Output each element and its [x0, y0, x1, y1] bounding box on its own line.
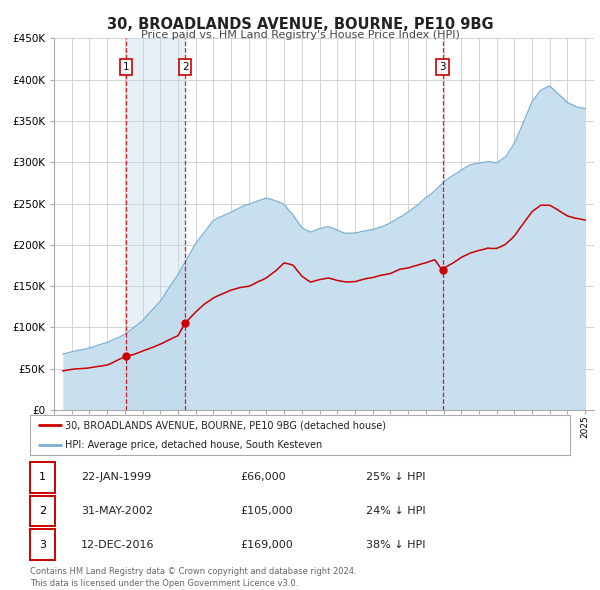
Text: Contains HM Land Registry data © Crown copyright and database right 2024.
This d: Contains HM Land Registry data © Crown c… [30, 567, 356, 588]
Text: 24% ↓ HPI: 24% ↓ HPI [366, 506, 425, 516]
Text: 25% ↓ HPI: 25% ↓ HPI [366, 473, 425, 482]
Text: 31-MAY-2002: 31-MAY-2002 [81, 506, 153, 516]
Text: 30, BROADLANDS AVENUE, BOURNE, PE10 9BG (detached house): 30, BROADLANDS AVENUE, BOURNE, PE10 9BG … [65, 421, 386, 430]
Text: 2: 2 [39, 506, 46, 516]
Text: Price paid vs. HM Land Registry's House Price Index (HPI): Price paid vs. HM Land Registry's House … [140, 30, 460, 40]
Text: 38% ↓ HPI: 38% ↓ HPI [366, 540, 425, 549]
Text: 3: 3 [439, 63, 446, 72]
Text: £105,000: £105,000 [240, 506, 293, 516]
Text: 2: 2 [182, 63, 188, 72]
Text: 12-DEC-2016: 12-DEC-2016 [81, 540, 155, 549]
Text: 30, BROADLANDS AVENUE, BOURNE, PE10 9BG: 30, BROADLANDS AVENUE, BOURNE, PE10 9BG [107, 17, 493, 31]
Text: 22-JAN-1999: 22-JAN-1999 [81, 473, 151, 482]
Text: 3: 3 [39, 540, 46, 549]
Text: HPI: Average price, detached house, South Kesteven: HPI: Average price, detached house, Sout… [65, 441, 322, 450]
Text: £169,000: £169,000 [240, 540, 293, 549]
Bar [126, 38, 185, 410]
Text: 1: 1 [122, 63, 129, 72]
Text: 1: 1 [39, 473, 46, 482]
Text: £66,000: £66,000 [240, 473, 286, 482]
